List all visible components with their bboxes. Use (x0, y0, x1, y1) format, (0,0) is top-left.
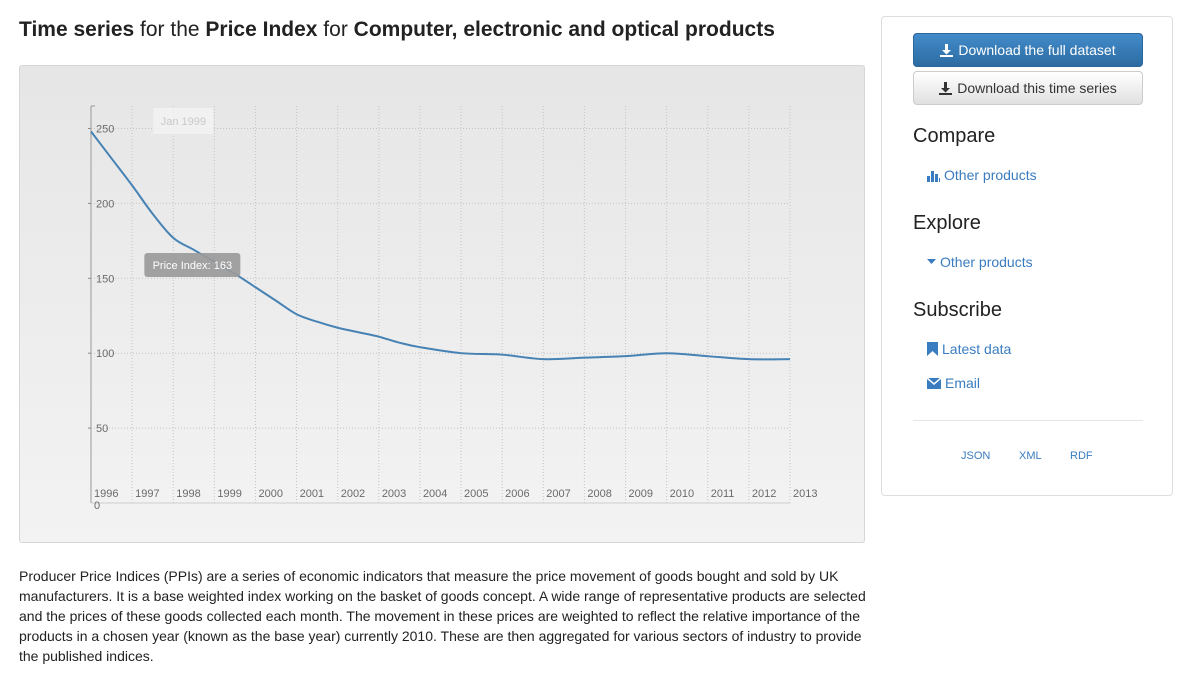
bar-chart-icon (927, 170, 940, 182)
json-format-link[interactable]: JSON (961, 450, 991, 462)
x-tick-label: 2002 (341, 488, 365, 500)
x-tick-label: 1999 (217, 488, 241, 500)
chart-panel: 1996 1997 1998 1999 2000 2001 2002 2003 2004 2005… (19, 65, 865, 543)
y-tick-label: 250 (96, 123, 114, 135)
rdf-format-link[interactable]: RDF (1070, 450, 1093, 462)
download-time-series-button[interactable]: Download this time series (913, 71, 1143, 105)
x-tick-label: 2000 (258, 488, 282, 500)
title-part-product: Computer, electronic and optical product… (353, 18, 775, 41)
page-title: Time series for the Price Index for Comp… (19, 18, 775, 42)
x-tick-label: 2012 (752, 488, 776, 500)
y-tick-label: 100 (96, 348, 114, 360)
subscribe-heading: Subscribe (913, 299, 1002, 321)
title-part-measure: Price Index (205, 18, 318, 41)
title-part-for: for the (134, 18, 206, 41)
title-part-for-2: for (317, 18, 354, 41)
explore-other-products-link[interactable]: Other products (927, 254, 1033, 270)
x-tick-label: 2008 (587, 488, 611, 500)
x-tick-label: 1998 (176, 488, 200, 500)
x-tick-label: 2009 (629, 488, 653, 500)
title-part-time-series: Time series (19, 18, 135, 41)
explore-link-label: Other products (940, 254, 1033, 270)
sidebar: Download the full dataset Download this … (881, 16, 1173, 496)
x-tick-label: 2007 (546, 488, 570, 500)
download-icon (939, 81, 953, 95)
explore-heading: Explore (913, 212, 981, 234)
tooltip-box (144, 253, 241, 277)
download-full-label: Download the full dataset (958, 42, 1116, 58)
price-index-line (90, 130, 791, 361)
x-tick-label: 2005 (464, 488, 488, 500)
bookmark-icon (927, 342, 938, 356)
x-tick-label: 2004 (423, 488, 447, 500)
latest-data-label: Latest data (942, 341, 1012, 357)
compare-link-label: Other products (944, 167, 1037, 183)
tooltip-text: Price Index: 163 (153, 260, 233, 272)
hover-date-label: Jan 1999 (161, 116, 206, 128)
download-full-dataset-button[interactable]: Download the full dataset (913, 33, 1143, 67)
hover-date-box (153, 108, 214, 134)
compare-heading: Compare (913, 125, 996, 147)
y-tick-label: 150 (96, 273, 114, 285)
x-tick-label: 2003 (382, 488, 406, 500)
x-tick-label: 2011 (711, 488, 735, 500)
x-tick-label: 1997 (135, 488, 159, 500)
x-tick-label: 2010 (670, 488, 694, 500)
download-series-label: Download this time series (957, 80, 1117, 96)
envelope-icon (927, 377, 941, 389)
xml-format-link[interactable]: XML (1019, 450, 1042, 462)
y-tick-label: 50 (96, 423, 108, 435)
x-tick-label: 2001 (300, 488, 324, 500)
x-tick-label: 2013 (793, 488, 817, 500)
y-zero-label: 0 (94, 500, 100, 512)
latest-data-link[interactable]: Latest data (927, 341, 1011, 357)
email-link[interactable]: Email (927, 375, 980, 391)
description-text: Producer Price Indices (PPIs) are a seri… (19, 568, 866, 664)
sidebar-divider (913, 420, 1143, 421)
caret-down-icon (927, 259, 936, 264)
y-tick-label: 200 (96, 198, 114, 210)
download-icon (940, 43, 954, 57)
compare-other-products-link[interactable]: Other products (927, 167, 1037, 183)
email-label: Email (945, 375, 981, 391)
x-tick-label: 2006 (505, 488, 529, 500)
price-index-chart[interactable]: 1996 1997 1998 1999 2000 2001 2002 2003 2004 2005… (20, 66, 866, 544)
x-tick-label: 1996 (94, 488, 118, 500)
